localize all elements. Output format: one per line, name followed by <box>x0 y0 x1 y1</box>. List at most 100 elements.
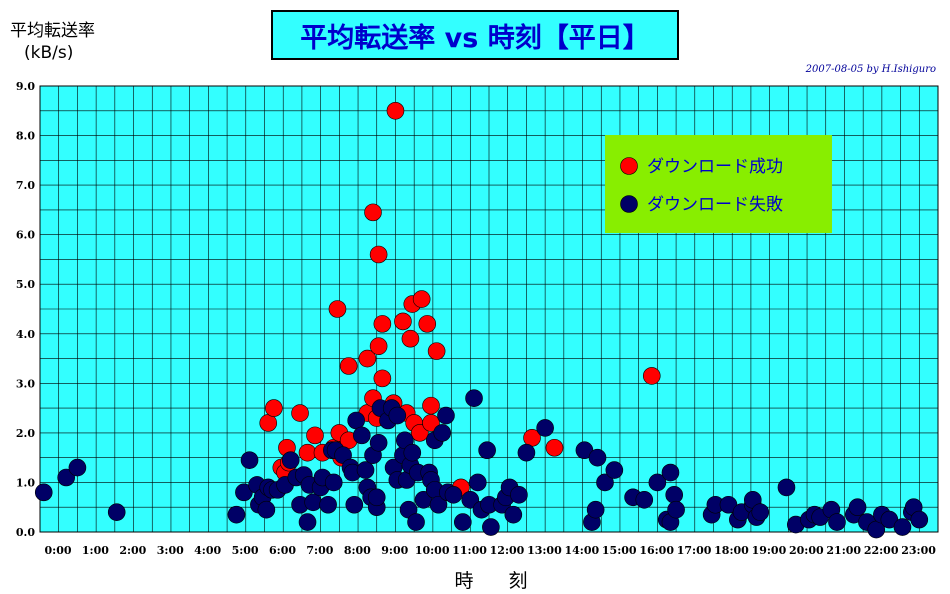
point-failure <box>596 473 614 492</box>
y-tick-label: 2.0 <box>16 427 35 440</box>
point-success <box>369 337 388 355</box>
point-failure <box>504 505 523 524</box>
point-failure <box>433 424 452 442</box>
point-failure <box>536 419 554 437</box>
x-tick-label: 9:00 <box>381 544 408 557</box>
point-success <box>642 367 661 385</box>
point-failure <box>893 518 912 536</box>
chart-title: 平均転送率 vs 時刻【平日】 <box>271 10 679 60</box>
x-tick-label: 17:00 <box>677 544 712 557</box>
point-success <box>259 414 278 432</box>
x-tick-label: 11:00 <box>452 544 487 557</box>
y-tick-label: 8.0 <box>16 130 35 143</box>
y-tick-label: 3.0 <box>16 377 35 390</box>
point-failure <box>665 486 684 504</box>
x-tick-label: 19:00 <box>752 544 787 557</box>
x-tick-label: 20:00 <box>789 544 824 557</box>
point-failure <box>298 513 317 531</box>
point-success <box>298 443 317 462</box>
point-failure <box>517 443 536 462</box>
y-tick-label: 0.0 <box>16 526 35 539</box>
point-success <box>265 399 283 417</box>
x-tick-label: 13:00 <box>527 544 562 557</box>
point-failure <box>304 493 322 512</box>
point-failure <box>34 483 53 502</box>
point-success <box>427 342 446 360</box>
point-failure <box>367 488 386 507</box>
point-failure <box>388 406 407 425</box>
x-tick-label: 15:00 <box>602 544 637 557</box>
point-success <box>358 349 377 368</box>
point-failure <box>635 490 654 509</box>
point-failure <box>910 510 929 529</box>
y-axis-label: 平均転送率 (kB/s) <box>10 20 110 64</box>
point-failure <box>478 441 496 460</box>
y-axis-label-line1: 平均転送率 <box>10 21 95 41</box>
point-failure <box>468 473 487 492</box>
point-failure <box>352 426 371 445</box>
point-failure <box>257 500 276 519</box>
point-success <box>401 329 420 348</box>
point-failure <box>465 389 483 408</box>
legend-marker-success <box>620 157 638 175</box>
point-success <box>328 300 347 318</box>
point-failure <box>648 473 667 492</box>
point-failure <box>437 406 455 425</box>
point-success <box>412 290 431 308</box>
legend-label-success: ダウンロード成功 <box>647 157 783 177</box>
x-tick-label: 5:00 <box>232 544 259 557</box>
point-failure <box>281 451 300 469</box>
x-tick-label: 14:00 <box>564 544 599 557</box>
point-failure <box>319 495 337 514</box>
y-tick-label: 7.0 <box>16 179 35 192</box>
point-success <box>394 312 412 331</box>
y-tick-label: 6.0 <box>16 229 35 242</box>
y-axis-label-line2: (kB/s) <box>24 43 74 63</box>
point-success <box>373 315 392 333</box>
point-failure <box>454 513 472 531</box>
chart-credit: 2007-08-05 by H.Ishiguro <box>805 64 936 75</box>
point-failure <box>68 458 87 477</box>
point-failure <box>848 498 867 517</box>
point-failure <box>586 500 605 519</box>
point-success <box>410 424 429 442</box>
point-failure <box>347 411 365 430</box>
x-tick-label: 0:00 <box>44 544 71 557</box>
point-failure <box>588 448 607 467</box>
point-failure <box>240 451 259 469</box>
x-tick-label: 1:00 <box>82 544 109 557</box>
x-tick-label: 10:00 <box>415 544 450 557</box>
point-success <box>339 357 358 375</box>
point-failure <box>661 463 680 482</box>
point-failure <box>667 500 685 519</box>
y-tick-label: 1.0 <box>16 476 35 489</box>
grid-lines <box>40 86 938 532</box>
point-failure <box>482 518 500 536</box>
point-success <box>369 245 388 264</box>
x-tick-label: 8:00 <box>344 544 371 557</box>
point-success <box>373 369 392 388</box>
y-tick-label: 4.0 <box>16 328 35 341</box>
x-tick-label: 3:00 <box>157 544 184 557</box>
data-points <box>34 101 929 539</box>
point-failure <box>751 503 770 521</box>
point-failure <box>369 433 388 452</box>
x-tick-label: 23:00 <box>901 544 936 557</box>
point-failure <box>429 495 448 514</box>
x-tick-label: 18:00 <box>714 544 749 557</box>
y-tick-label: 5.0 <box>16 278 35 291</box>
point-success <box>422 414 440 432</box>
point-failure <box>828 513 846 531</box>
point-failure <box>403 443 422 462</box>
x-tick-label: 16:00 <box>639 544 674 557</box>
point-failure <box>324 473 343 492</box>
point-failure <box>57 468 75 487</box>
point-failure <box>227 505 246 524</box>
legend: ダウンロード成功 ダウンロード失敗 <box>605 135 832 233</box>
x-tick-labels: 0:00 1:00 2:00 3:00 4:00 5:00 6:00 7:00 8:00 9:00… <box>44 544 936 557</box>
point-success <box>291 404 309 422</box>
point-failure <box>461 490 480 509</box>
legend-box <box>605 135 832 233</box>
legend-label-failure: ダウンロード失敗 <box>647 195 783 215</box>
